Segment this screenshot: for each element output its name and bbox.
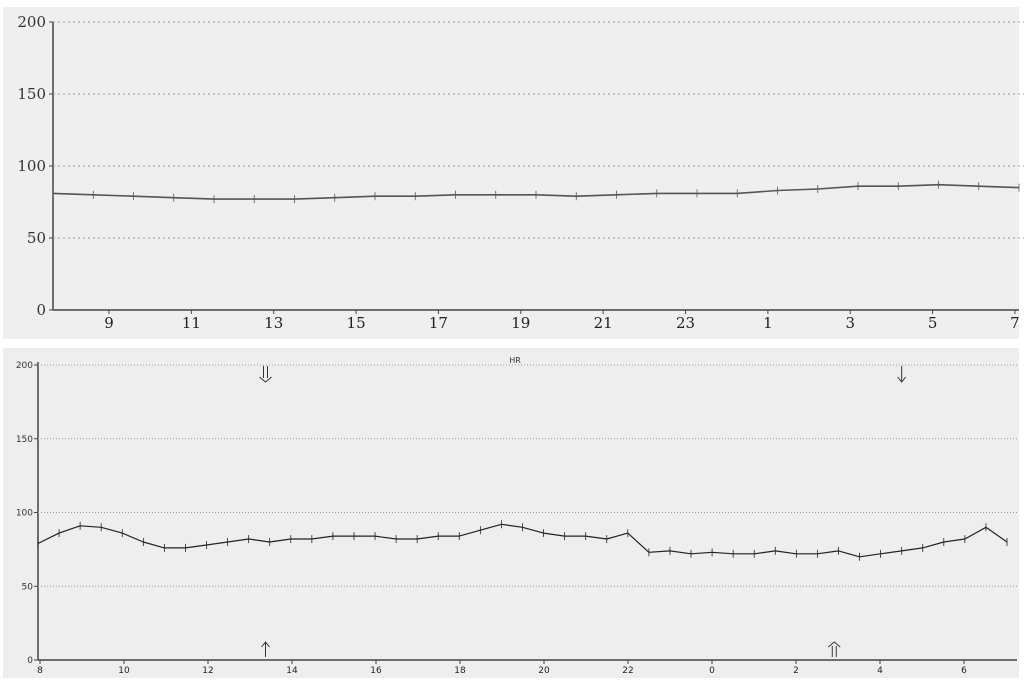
panel1-heart-rate-trace [52, 180, 1020, 204]
panel2-y-ticks: 0 50 150 100 200 [16, 361, 38, 666]
panel2-title-hr: HR [509, 356, 521, 365]
x-tick-label: 15 [347, 314, 366, 332]
panel2-x-ticks: 8101214161820220246Zeit [37, 660, 967, 676]
y-tick-label: 50 [27, 229, 46, 247]
x-tick-label: 1 [763, 314, 773, 332]
panel2-background [3, 348, 1019, 678]
x-tick-label: 10 [118, 666, 130, 676]
panel1-background [3, 7, 1019, 339]
x-tick-label: 23 [676, 314, 695, 332]
event-arrow-down [259, 366, 272, 383]
panel1-y-ticks: 0 50 100 150 200 [17, 13, 53, 319]
y-tick-label: 200 [16, 361, 33, 371]
x-tick-label: 12 [202, 666, 213, 676]
x-tick-label: 5 [928, 314, 938, 332]
x-tick-label: 6 [961, 666, 967, 676]
y-tick-label: 50 [22, 582, 34, 592]
x-tick-label: 7 [1010, 314, 1020, 332]
x-tick-label: 4 [877, 666, 883, 676]
x-tick-label: 8 [37, 666, 43, 676]
event-arrow-up [261, 641, 270, 657]
x-tick-label: 21 [594, 314, 613, 332]
y-tick-label: 0 [27, 656, 33, 666]
x-tick-label: 3 [845, 314, 855, 332]
panel2-heart-rate-trace [37, 520, 1008, 561]
y-tick-label: 200 [17, 13, 46, 31]
y-tick-label: 100 [16, 509, 33, 519]
x-tick-label: 14 [286, 666, 298, 676]
x-tick-label: 2 [793, 666, 799, 676]
x-tick-label: 13 [264, 314, 283, 332]
event-arrow-up [827, 641, 841, 657]
x-tick-label: 20 [538, 666, 550, 676]
x-tick-label: 0 [709, 666, 715, 676]
x-tick-label: 9 [104, 314, 114, 332]
panel2-event-markers [259, 366, 907, 657]
event-arrow-down [897, 366, 907, 383]
x-tick-label: 19 [511, 314, 530, 332]
y-tick-label: 0 [36, 301, 46, 319]
x-tick-label: 17 [429, 314, 448, 332]
y-tick-label: 100 [17, 157, 46, 175]
x-tick-label: 22 [622, 666, 633, 676]
x-tick-label: 11 [182, 314, 201, 332]
y-tick-label: 150 [17, 85, 46, 103]
x-tick-label: 18 [454, 666, 466, 676]
x-tick-label: 16 [370, 666, 382, 676]
y-tick-label: 150 [16, 435, 33, 445]
panel2-gridlines [38, 364, 1017, 587]
panel1-x-ticks: 9 11 13 15 17 19 21 23 1 3 5 7 [104, 310, 1020, 332]
